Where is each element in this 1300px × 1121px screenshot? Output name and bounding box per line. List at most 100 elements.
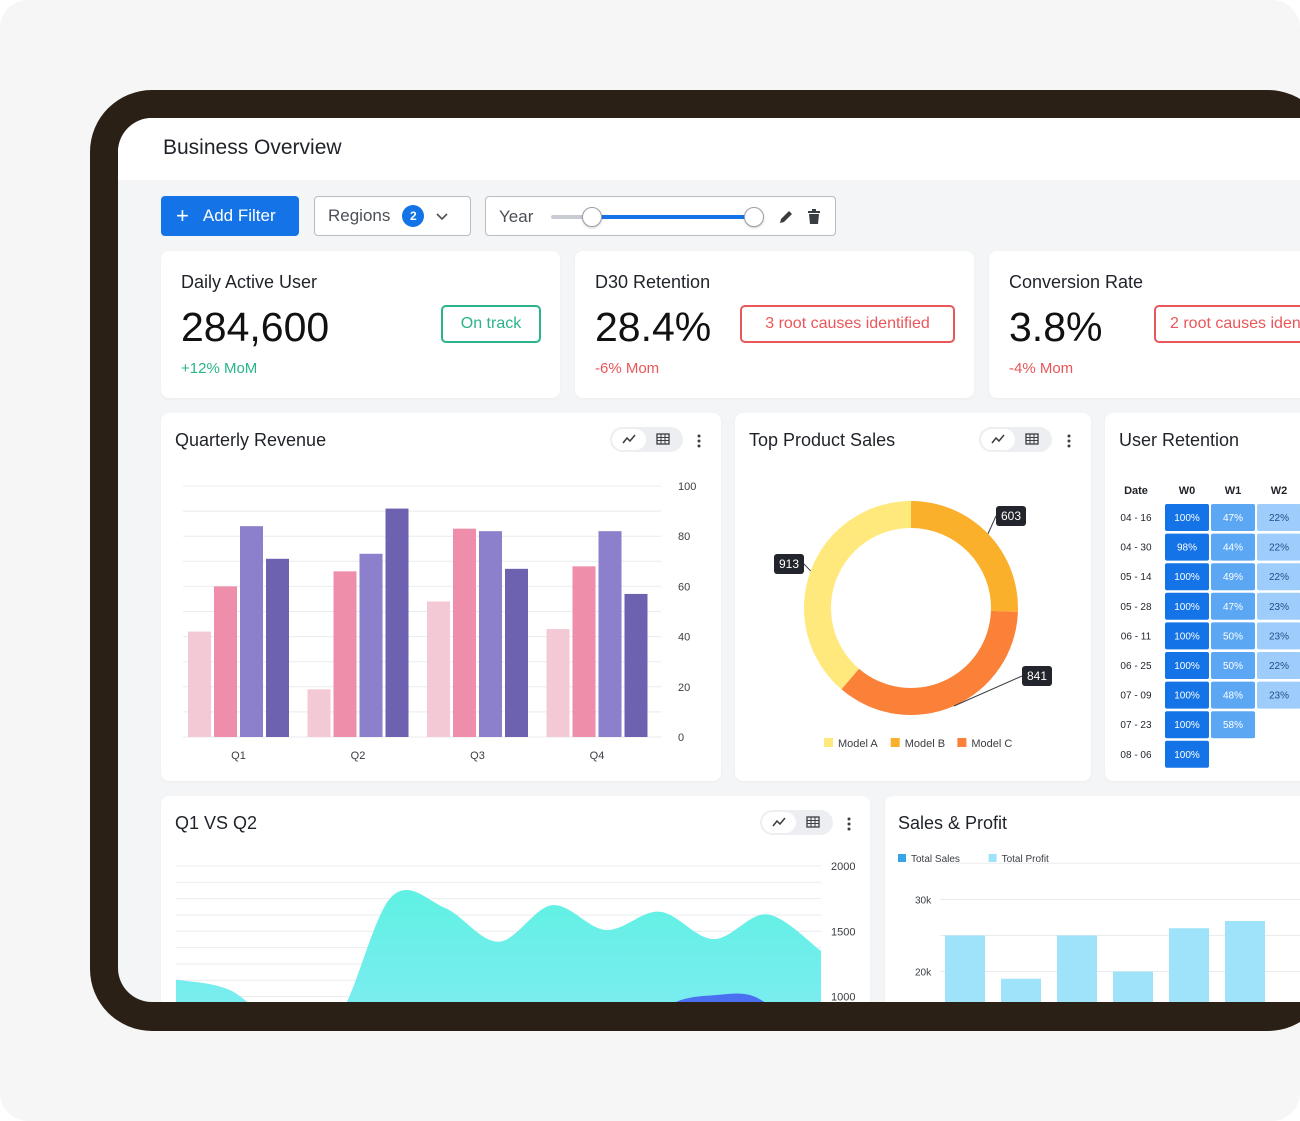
retention-cell [1211,533,1255,561]
pencil-icon[interactable] [776,207,796,227]
table-row-date: 04 - 16 [1120,513,1152,524]
year-slider-end-handle[interactable] [744,207,764,227]
bar [598,531,622,737]
retention-value: 100% [1174,750,1200,761]
more-icon[interactable] [696,434,702,448]
x-tick-label: Q1 [231,750,246,762]
retention-cell [1165,681,1209,709]
status-tag[interactable]: On track [441,305,541,343]
y-tick-label: 20 [678,682,690,694]
top-bar: Business Overview [118,118,1300,180]
retention-value: 100% [1174,572,1200,583]
chevron-down-icon [436,206,448,226]
legend-swatch [890,738,900,747]
regions-label: Regions [328,206,391,225]
table-icon[interactable] [806,815,820,829]
retention-value: 22% [1269,661,1289,672]
callout-line [953,675,1023,707]
x-tick-label: Q2 [351,750,366,762]
line-chart-icon[interactable] [622,432,636,446]
donut-slice [841,610,1018,715]
retention-value: 23% [1269,691,1289,702]
page-title: Business Overview [163,136,342,159]
bar [188,631,211,737]
year-label: Year [499,207,534,226]
kpi-value: 28.4% [595,304,712,350]
retention-cell [1165,711,1209,739]
retention-value: 44% [1223,543,1243,554]
root-cause-tag[interactable]: 3 root causes identified [740,305,955,343]
chart-view-toggle[interactable] [610,427,683,452]
q1-vs-q2-card: Q1 VS Q2 1000 1500 2000 [161,796,870,1002]
table-row-date: 06 - 25 [1120,661,1152,672]
more-icon[interactable] [1066,434,1072,448]
table-row-date: 08 - 06 [1120,750,1152,761]
retention-cell [1165,533,1209,561]
trash-icon[interactable] [804,207,824,227]
sales-profit-card: Sales & Profit 10k20k30kTotal SalesTotal… [885,796,1300,1002]
legend-swatch [988,854,997,862]
retention-cell [1211,504,1255,531]
add-filter-button[interactable]: + Add Filter [161,196,299,236]
retention-cell [1165,592,1209,620]
card-title: Quarterly Revenue [175,430,327,450]
line-chart-icon[interactable] [991,432,1005,446]
retention-cell [1211,563,1255,591]
bar-profit [1057,935,1097,1002]
kpi-card-d30-retention: D30 Retention 28.4% -6% Mom 3 root cause… [575,251,974,398]
retention-value: 50% [1223,631,1243,642]
data-label: 603 [1001,509,1021,523]
retention-cell [1165,504,1209,531]
bar [453,528,476,737]
kpi-delta: -6% Mom [595,360,660,377]
retention-value: 23% [1269,631,1289,642]
kpi-card-daily-active-user: Daily Active User 284,600 +12% MoM On tr… [161,251,560,398]
bar [214,586,237,737]
retention-cell [1257,533,1300,561]
data-label: 841 [1027,669,1047,683]
user-retention-table: Date W0 W1 W2 04 - 16 100% 47% 22% 04 - 30 98% 44%… [1120,485,1300,768]
area-series [176,890,821,1002]
table-header: W2 [1271,485,1288,497]
retention-cell [1165,652,1209,679]
card-title: User Retention [1119,430,1240,450]
retention-value: 100% [1174,691,1200,702]
chart-view-toggle[interactable] [979,427,1052,452]
donut-slice [804,501,911,690]
chart-view-toggle[interactable] [760,810,833,835]
retention-value: 22% [1269,513,1289,524]
legend-swatch [957,738,967,747]
bar-profit [1225,921,1265,1002]
retention-cell [1211,652,1255,679]
line-chart-icon[interactable] [772,815,786,829]
legend-swatch [824,738,833,747]
kpi-title: Daily Active User [181,272,318,292]
year-slider-start-handle[interactable] [582,207,602,227]
plus-icon: + [176,203,189,228]
kpi-delta: -4% Mom [1009,360,1074,377]
year-range-filter: Year [485,196,836,236]
retention-value: 58% [1223,720,1243,731]
year-slider-fill [593,215,755,219]
root-cause-tag[interactable]: 2 root causes identified [1154,305,1300,343]
table-icon[interactable] [1025,432,1039,446]
legend-label: Total Profit [1002,854,1049,865]
bar [624,593,648,737]
legend-label: Model B [905,738,945,750]
retention-value: 23% [1269,602,1289,613]
regions-dropdown[interactable]: Regions 2 [314,196,471,236]
donut-slice [911,501,1018,612]
callout-line [803,563,811,572]
table-icon[interactable] [656,432,670,446]
retention-cell [1165,563,1209,591]
y-tick-label: 2000 [831,861,855,873]
table-header: W1 [1225,485,1242,497]
more-icon[interactable] [846,817,852,831]
retention-value: 47% [1223,602,1243,613]
retention-value: 100% [1174,720,1200,731]
bar-profit [1113,971,1153,1002]
data-label: 913 [779,557,799,571]
retention-value: 98% [1177,543,1197,554]
x-tick-label: Q4 [590,750,605,762]
